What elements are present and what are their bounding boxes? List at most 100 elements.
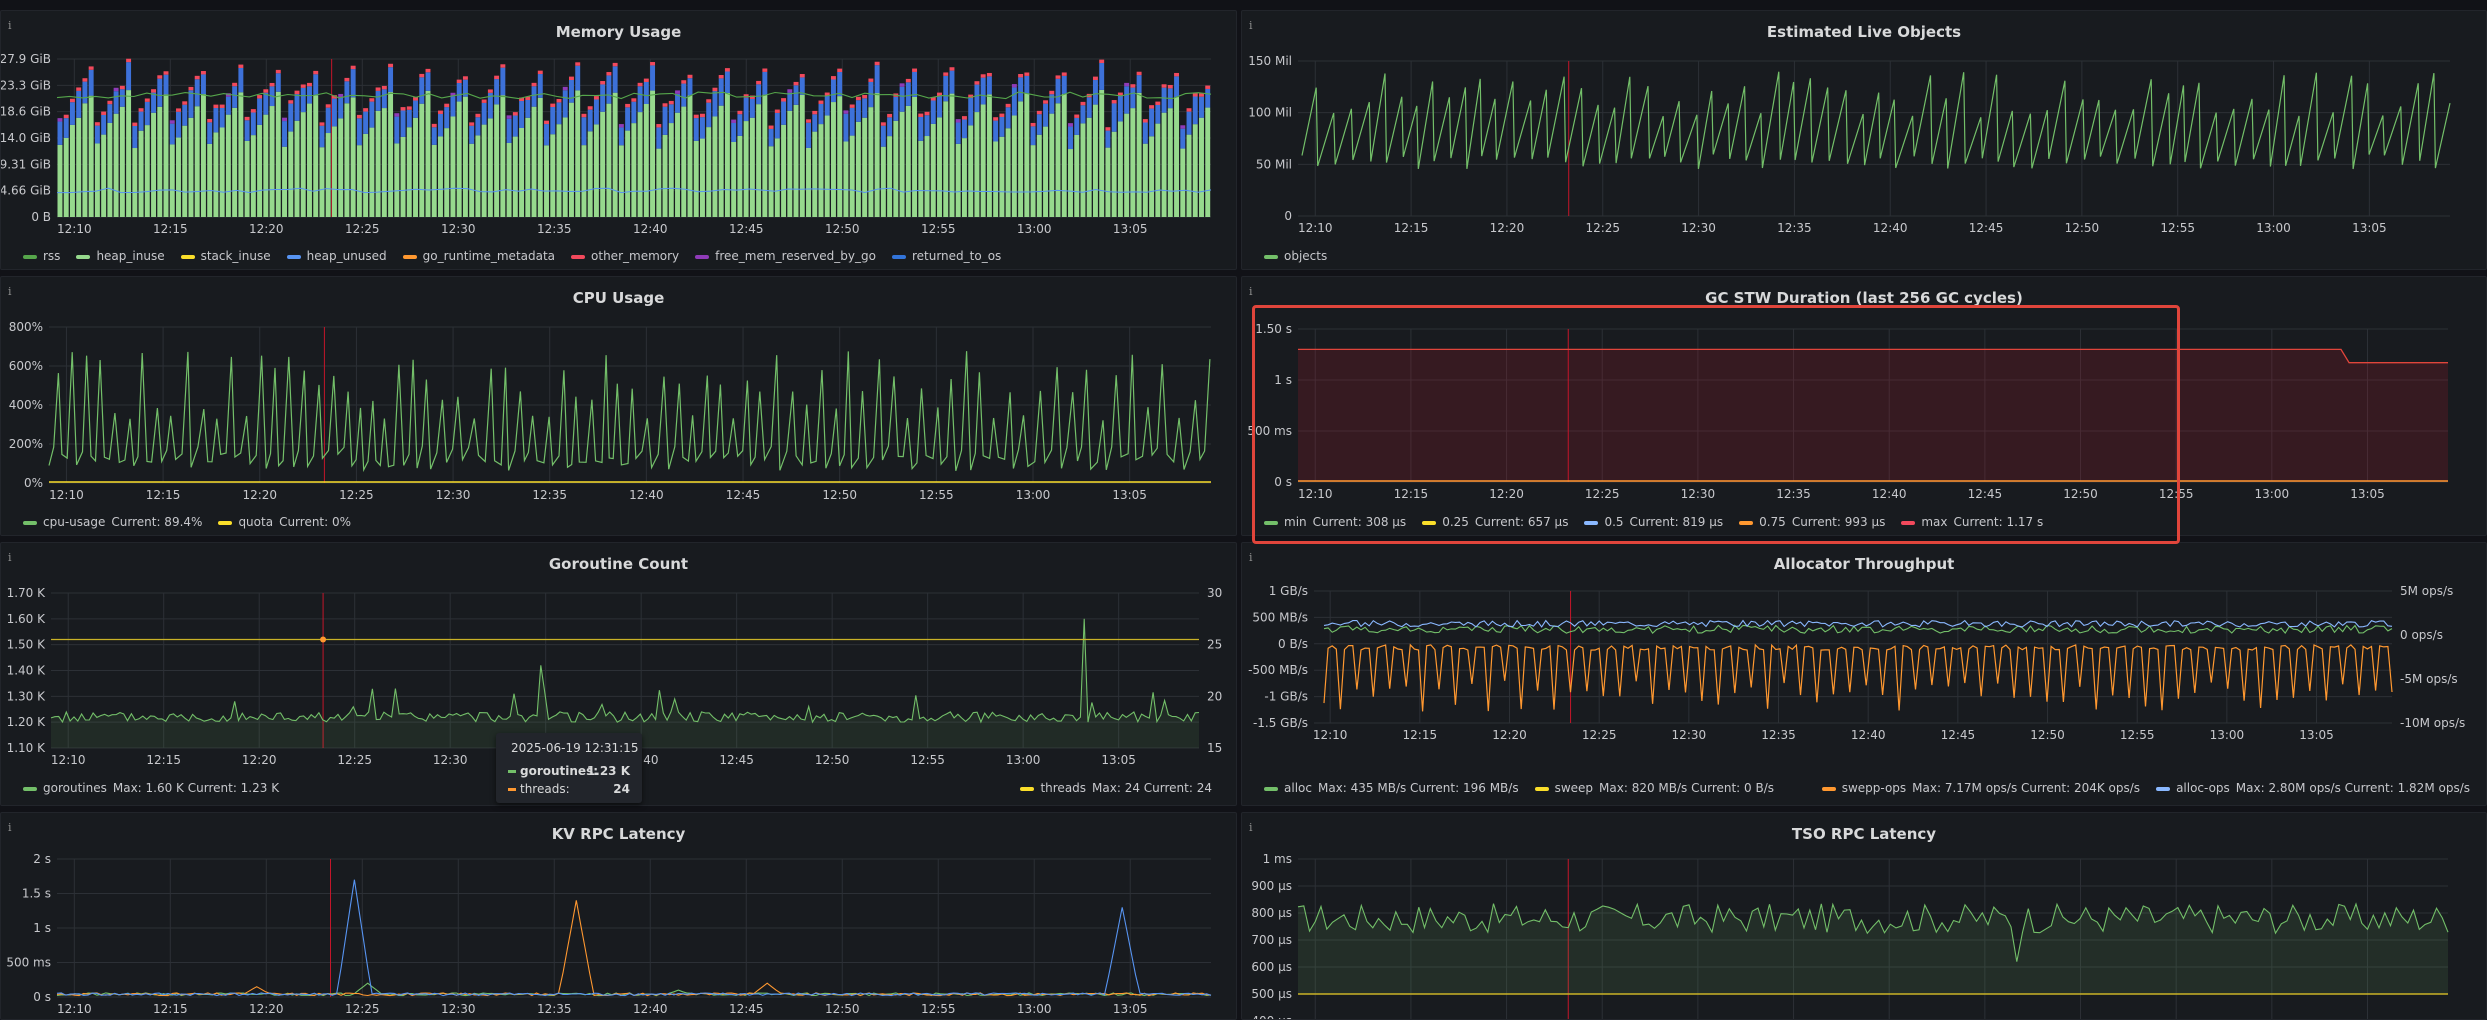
bar-other <box>1136 71 1142 76</box>
bar-heap-inuse <box>207 143 213 217</box>
legend-item[interactable]: 0.5 Current: 819 μs <box>1584 515 1723 529</box>
legend-item[interactable]: threads Max: 24 Current: 24 <box>1020 781 1212 795</box>
panel-title[interactable]: KV RPC Latency <box>551 825 686 843</box>
bar-other <box>743 94 749 98</box>
legend-swatch <box>218 520 233 525</box>
panel-title[interactable]: Memory Usage <box>555 23 682 41</box>
y-tick-label: 600% <box>9 359 43 373</box>
legend-item[interactable]: other_memory <box>571 249 679 263</box>
legend-item[interactable]: max Current: 1.17 s <box>1901 515 2043 529</box>
y-tick-label: 1.30 K <box>7 689 47 703</box>
legend-item[interactable]: goroutines Max: 1.60 K Current: 1.23 K <box>23 781 279 795</box>
legend-item[interactable]: alloc Max: 435 MB/s Current: 196 MB/s <box>1264 781 1519 795</box>
bar-other <box>431 123 437 128</box>
bar-heap-inuse <box>325 133 331 217</box>
bar-other <box>344 77 350 82</box>
panel-title[interactable]: Allocator Throughput <box>1773 555 1955 573</box>
x-tick-label: 12:10 <box>1298 221 1333 235</box>
legend-item[interactable]: go_runtime_metadata <box>402 249 555 263</box>
legend-item[interactable]: cpu-usage Current: 89.4% <box>23 515 202 529</box>
info-icon[interactable]: i <box>8 551 12 564</box>
panel-title[interactable]: CPU Usage <box>572 289 665 307</box>
info-icon[interactable]: i <box>1249 19 1253 32</box>
bar-heap-inuse <box>88 95 94 217</box>
info-icon[interactable]: i <box>1249 285 1253 298</box>
bar-other <box>138 108 144 112</box>
bar-other <box>955 119 961 123</box>
tooltip-row: goroutines: <box>508 764 598 778</box>
x-tick-label: 12:45 <box>729 1002 764 1016</box>
legend-item[interactable]: 0.25 Current: 657 μs <box>1422 515 1568 529</box>
legend-item[interactable]: sweep Max: 820 MB/s Current: 0 B/s <box>1534 781 1774 795</box>
bar-heap-inuse <box>369 127 375 217</box>
bar-heap-unused <box>1061 75 1067 94</box>
info-icon[interactable]: i <box>8 19 12 32</box>
panel-title[interactable]: Goroutine Count <box>548 555 689 573</box>
bar-other <box>487 89 493 93</box>
cpu-chart[interactable]: 800% 600% 400% 200% 0% 12:10 12:15 12:20 12:25 12… <box>1 277 1237 536</box>
x-tick-label: 12:20 <box>242 753 277 767</box>
legend-item[interactable]: stack_inuse <box>180 249 271 263</box>
bar-heap-unused <box>319 125 325 148</box>
y-tick-label: 1.40 K <box>7 664 47 678</box>
bar-heap-inuse <box>1124 113 1130 217</box>
legend: objects <box>1264 249 1343 263</box>
info-icon[interactable]: i <box>1249 551 1253 564</box>
alloc-chart[interactable]: 1 GB/s 500 MB/s 0 B/s -500 MB/s -1 GB/s -1.5 … <box>1242 543 2487 806</box>
bar-heap-unused <box>993 120 999 142</box>
bar-heap-unused <box>63 118 69 138</box>
tooltip-time: 2025-06-19 12:31:15 <box>511 741 639 755</box>
bar-heap-inuse <box>743 121 749 217</box>
bar-heap-inuse <box>138 130 144 217</box>
panel-title[interactable]: TSO RPC Latency <box>1791 825 1937 843</box>
x-tick-label: 12:35 <box>1761 728 1796 742</box>
bar-heap-unused <box>238 67 244 93</box>
bar-heap-unused <box>1105 130 1111 148</box>
panel-title[interactable]: GC STW Duration (last 256 GC cycles) <box>1705 289 2023 307</box>
goroutine-chart[interactable]: 1.70 K 1.60 K 1.50 K 1.40 K 1.30 K 1.20 K 1.10… <box>1 543 1237 806</box>
info-icon[interactable]: i <box>8 821 12 834</box>
legend-item[interactable]: objects <box>1264 249 1327 263</box>
panel-tso-rpc-latency: i TSO RPC Latency 1 ms 900 μs 800 μs 700 μs… <box>1241 812 2487 1020</box>
legend-swatch <box>571 254 586 259</box>
legend-item[interactable]: alloc-ops Max: 2.80M ops/s Current: 1.82M… <box>2156 781 2470 795</box>
bar-heap-inuse <box>762 94 768 217</box>
bar-heap-unused <box>176 111 181 138</box>
panel-title[interactable]: Estimated Live Objects <box>1766 23 1962 41</box>
x-tick-label: 12:20 <box>1489 487 1524 501</box>
bar-other <box>687 74 693 79</box>
gc-chart[interactable]: 1.50 s 1 s 500 ms 0 s 12:10 12:15 12:20 12:25 12… <box>1242 277 2487 536</box>
x-tick-label: 12:25 <box>1582 728 1617 742</box>
legend-label: 0.75 <box>1759 515 1786 529</box>
legend-item[interactable]: free_mem_reserved_by_go <box>695 249 876 263</box>
bar-heap-inuse <box>257 124 263 217</box>
legend-item[interactable]: 0.75 Current: 993 μs <box>1739 515 1885 529</box>
info-icon[interactable]: i <box>1249 821 1253 834</box>
bar-other <box>862 94 868 99</box>
bar-heap-inuse <box>693 140 699 217</box>
bar-heap-unused <box>768 128 774 147</box>
x-tick-label: 12:25 <box>345 1002 380 1016</box>
legend-item[interactable]: swepp-ops Max: 7.17M ops/s Current: 204K … <box>1821 781 2140 795</box>
legend-item[interactable]: rss <box>23 249 60 263</box>
legend-item[interactable]: quota Current: 0% <box>218 515 351 529</box>
memory-chart[interactable]: 27.9 GiB 23.3 GiB 18.6 GiB 14.0 GiB 9.31 GiB… <box>1 11 1237 270</box>
legend-item[interactable]: min Current: 308 μs <box>1264 515 1406 529</box>
legend: alloc Max: 435 MB/s Current: 196 MB/s swee… <box>1264 781 1790 795</box>
bar-other <box>294 90 300 95</box>
legend-stats: Current: 89.4% <box>111 515 203 529</box>
bar-heap-inuse <box>918 140 924 217</box>
legend-item[interactable]: heap_unused <box>286 249 387 263</box>
legend-item[interactable]: returned_to_os <box>891 249 1001 263</box>
bar-heap-inuse <box>562 117 568 217</box>
info-icon[interactable]: i <box>8 285 12 298</box>
bar-heap-unused <box>681 83 687 107</box>
bar-heap-unused <box>968 98 974 126</box>
kv-chart[interactable]: 2 s 1.5 s 1 s 500 ms 0 s 12:10 12:15 12:20 12:25… <box>1 813 1237 1020</box>
tso-chart[interactable]: 1 ms 900 μs 800 μs 700 μs 600 μs 500 μs 400 μs… <box>1242 813 2487 1020</box>
bar-other <box>1155 101 1161 105</box>
bar-other <box>1180 125 1186 129</box>
bar-heap-inuse <box>625 130 631 217</box>
legend-item[interactable]: heap_inuse <box>76 249 165 263</box>
objects-chart[interactable]: 150 Mil 100 Mil 50 Mil 0 12:10 12:15 12:20 12:2… <box>1242 11 2487 270</box>
